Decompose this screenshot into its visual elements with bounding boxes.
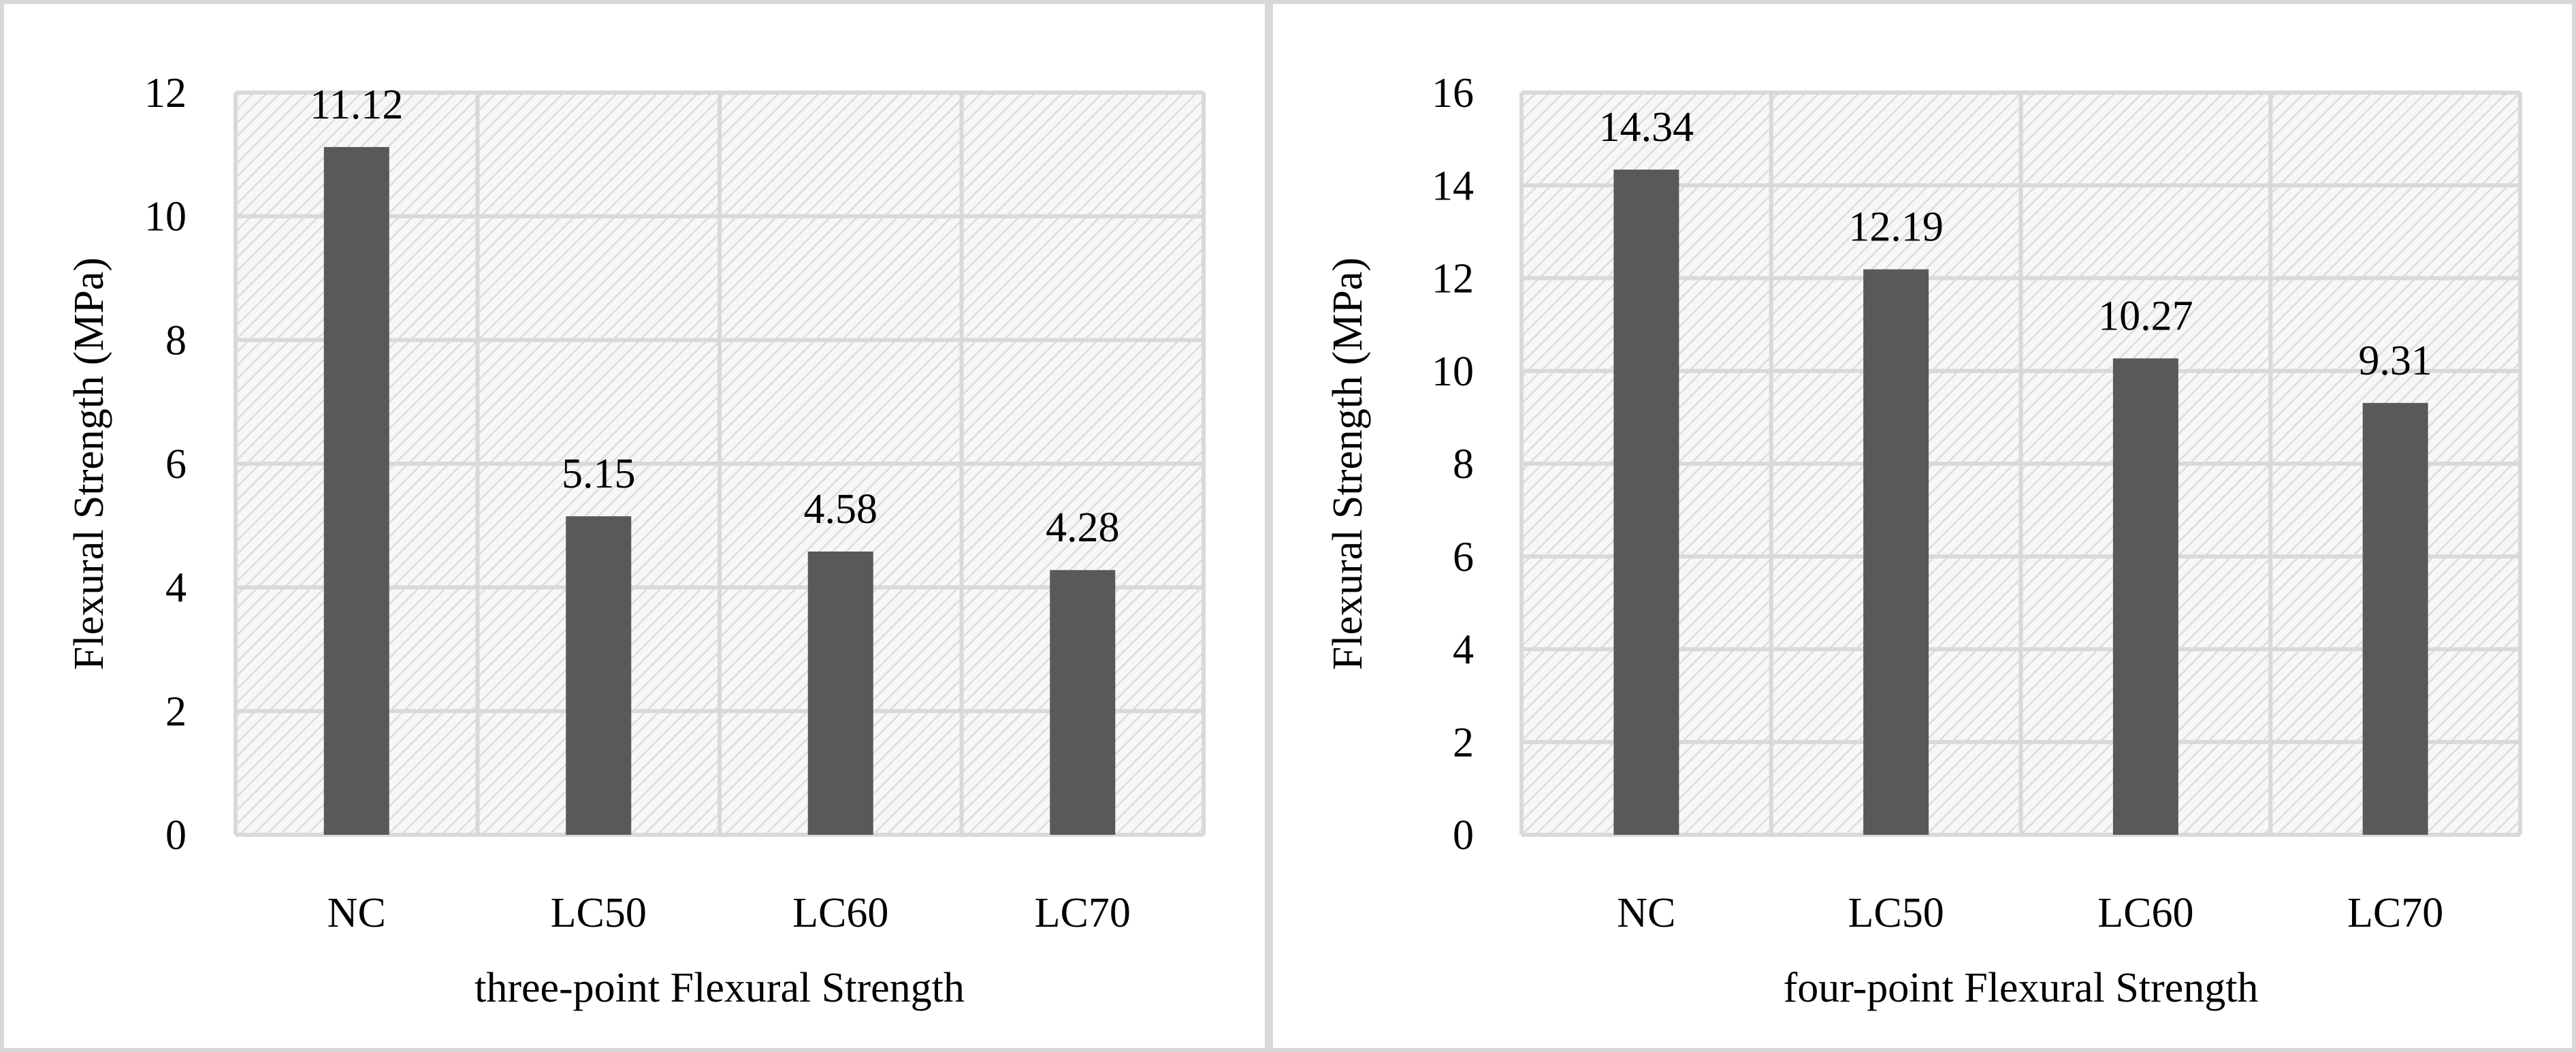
four-point-data-label-lc50: 12.19 <box>1848 204 1944 251</box>
four-point-y-tick-label: 14 <box>1432 163 1474 209</box>
four-point-y-tick-label: 6 <box>1453 534 1474 580</box>
four-point-y-tick-label: 2 <box>1453 720 1474 766</box>
three-point-y-tick-label: 8 <box>165 317 187 364</box>
three-point-data-label-lc60: 4.58 <box>804 486 878 532</box>
three-point-bar-lc50 <box>566 516 632 835</box>
chart-four-point-svg: 0 2 4 6 8 10 12 14 16 14.34 NC 12.19 LC50 10.27 LC60 9.… <box>1325 70 2522 1011</box>
four-point-data-label-lc70: 9.31 <box>2358 338 2432 384</box>
three-point-bar-lc70 <box>1050 570 1116 835</box>
three-point-category-label-lc60: LC60 <box>792 890 888 936</box>
three-point-data-label-lc50: 5.15 <box>562 451 636 497</box>
four-point-bar-lc60 <box>2112 358 2178 835</box>
four-point-bar-lc50 <box>1863 269 1929 835</box>
three-point-data-label-nc: 11.12 <box>310 82 403 128</box>
four-point-data-label-lc60: 10.27 <box>2098 293 2193 339</box>
three-point-bar-nc <box>323 146 389 835</box>
three-point-y-tick-label: 10 <box>144 194 187 240</box>
four-point-y-tick-label: 4 <box>1453 627 1474 673</box>
three-point-y-tick-label: 0 <box>165 812 187 859</box>
three-point-category-label-nc: NC <box>327 890 386 936</box>
four-point-data-label-nc: 14.34 <box>1599 104 1694 150</box>
three-point-bar-lc60 <box>807 551 873 835</box>
four-point-category-label-lc50: LC50 <box>1848 890 1944 936</box>
chart-three-point-svg: 0 2 4 6 8 10 12 11.12 NC 5.15 LC50 4.58 LC60 4.28 LC70… <box>66 70 1206 1011</box>
four-point-category-label-lc70: LC70 <box>2347 890 2443 936</box>
four-point-category-label-nc: NC <box>1617 890 1675 936</box>
three-point-x-axis-title: three-point Flexural Strength <box>474 965 965 1011</box>
four-point-y-tick-label: 0 <box>1453 812 1474 859</box>
three-point-y-axis-title: Flexural Strength (MPa) <box>66 257 112 670</box>
four-point-y-axis-title: Flexural Strength (MPa) <box>1325 257 1371 670</box>
four-point-y-tick-label: 8 <box>1453 441 1474 488</box>
four-point-y-tick-label: 10 <box>1432 349 1474 395</box>
four-point-bar-nc <box>1613 170 1679 835</box>
three-point-category-label-lc50: LC50 <box>551 890 647 936</box>
four-point-bar-lc70 <box>2362 402 2428 835</box>
four-point-y-tick-label: 12 <box>1432 256 1474 302</box>
four-point-y-tick-label: 16 <box>1432 70 1474 116</box>
three-point-y-tick-label: 2 <box>165 688 187 735</box>
three-point-data-label-lc70: 4.28 <box>1046 505 1120 551</box>
four-point-x-axis-title: four-point Flexural Strength <box>1784 965 2259 1011</box>
four-point-category-label-lc60: LC60 <box>2097 890 2193 936</box>
three-point-category-label-lc70: LC70 <box>1035 890 1131 936</box>
three-point-y-tick-label: 6 <box>165 441 187 488</box>
chart-panel-four-point: 0 2 4 6 8 10 12 14 16 14.34 NC 12.19 LC50 10.27 LC60 9.… <box>1269 0 2576 1052</box>
three-point-y-tick-label: 4 <box>165 565 187 611</box>
three-point-y-tick-label: 12 <box>144 70 187 116</box>
chart-panel-three-point: 0 2 4 6 8 10 12 11.12 NC 5.15 LC50 4.58 LC60 4.28 LC70… <box>0 0 1269 1052</box>
